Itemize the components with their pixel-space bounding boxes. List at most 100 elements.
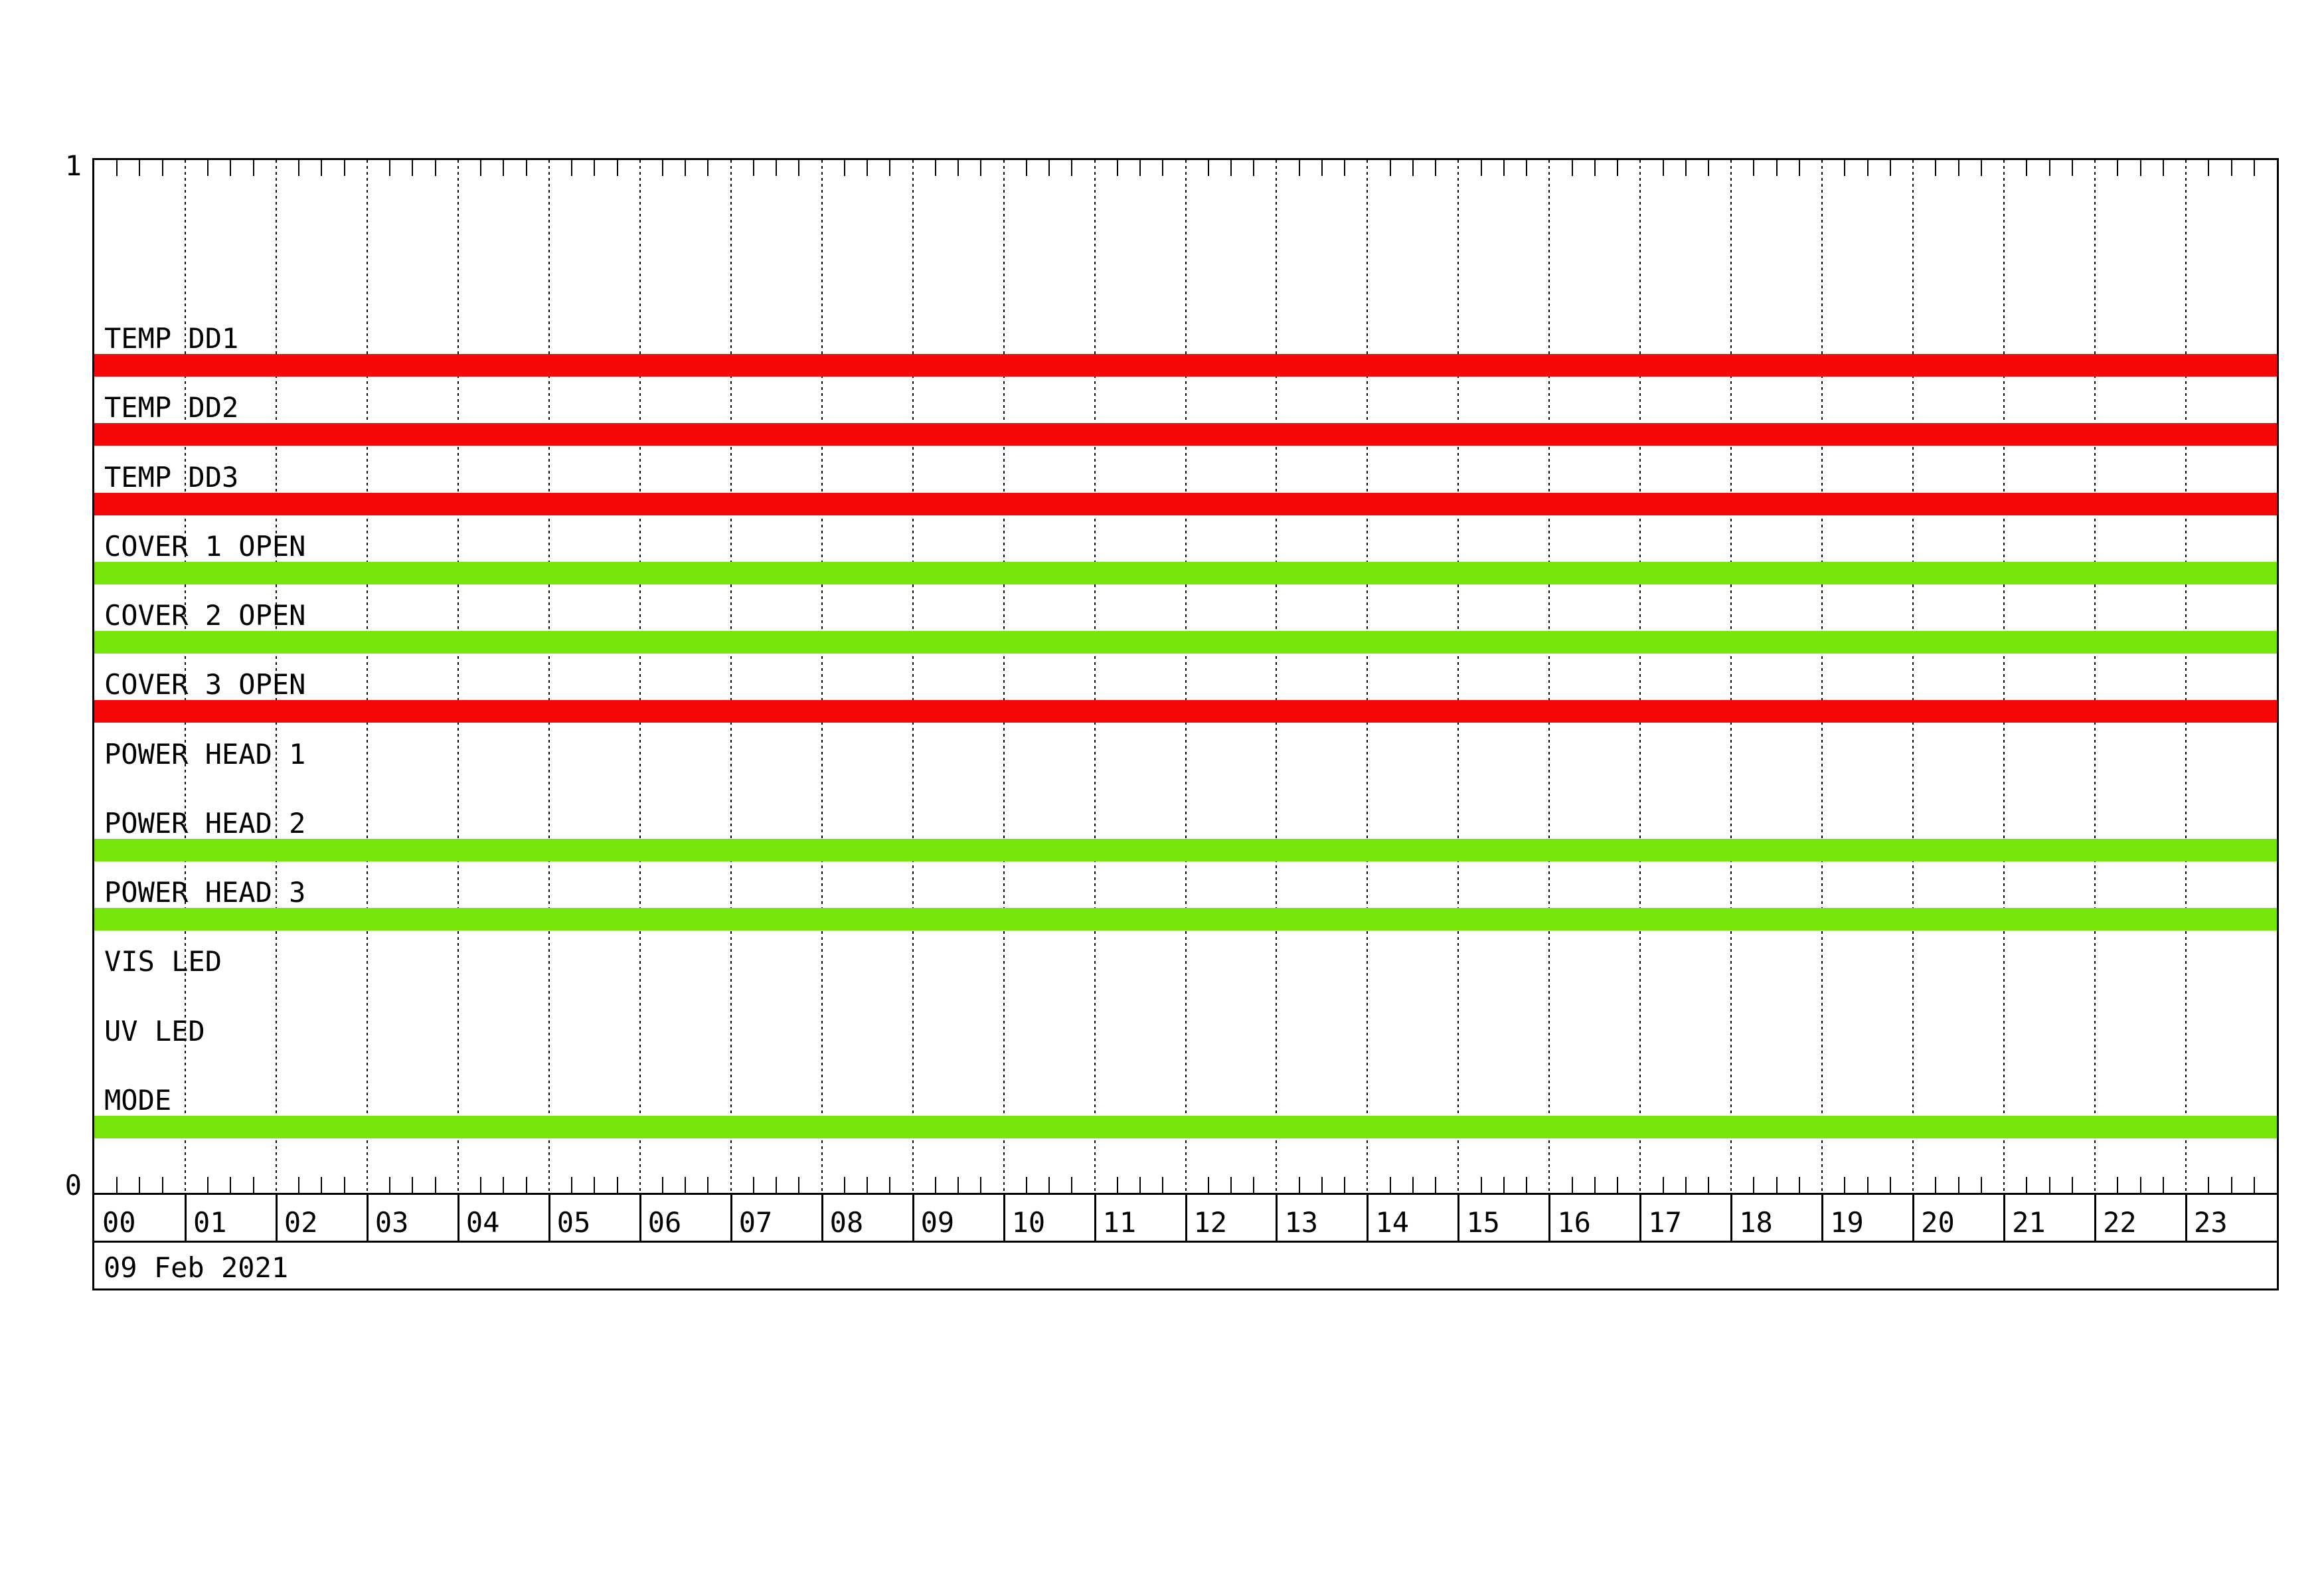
minor-tick-top (1207, 160, 1209, 176)
hour-gridline (1912, 160, 1914, 1193)
minor-tick-top (1776, 160, 1778, 176)
minor-tick-bottom (321, 1177, 323, 1193)
hour-band-separator (275, 1193, 278, 1241)
minor-tick-top (2071, 160, 2073, 176)
minor-tick-top (321, 160, 323, 176)
minor-tick-top (1617, 160, 1619, 176)
minor-tick-bottom (412, 1177, 414, 1193)
minor-tick-bottom (2253, 1177, 2255, 1193)
minor-tick-top (1935, 160, 1937, 176)
hour-band-separator (1367, 1193, 1369, 1241)
hour-gridline (1094, 160, 1096, 1193)
minor-tick-bottom (1253, 1177, 1255, 1193)
minor-tick-bottom (1298, 1177, 1300, 1193)
minor-tick-top (389, 160, 391, 176)
hour-label: 10 (1011, 1206, 1046, 1239)
minor-tick-top (2230, 160, 2232, 176)
date-label: 09 Feb 2021 (104, 1251, 289, 1284)
minor-tick-bottom (934, 1177, 936, 1193)
minor-tick-bottom (1594, 1177, 1596, 1193)
minor-tick-top (161, 160, 163, 176)
hour-label: 20 (1921, 1206, 1955, 1239)
status-bar (94, 1116, 2277, 1138)
minor-tick-top (1139, 160, 1141, 176)
hour-gridline (1821, 160, 1823, 1193)
minor-tick-bottom (2162, 1177, 2164, 1193)
minor-tick-bottom (1435, 1177, 1437, 1193)
minor-tick-bottom (685, 1177, 687, 1193)
minor-tick-bottom (480, 1177, 482, 1193)
minor-tick-bottom (230, 1177, 232, 1193)
minor-tick-top (1025, 160, 1027, 176)
minor-tick-bottom (616, 1177, 618, 1193)
minor-tick-bottom (571, 1177, 573, 1193)
minor-tick-top (1344, 160, 1346, 176)
hour-label: 08 (829, 1206, 864, 1239)
minor-tick-bottom (1980, 1177, 1982, 1193)
hour-gridline (730, 160, 732, 1193)
minor-tick-bottom (298, 1177, 300, 1193)
hour-band-separator (1185, 1193, 1187, 1241)
row-label: COVER 1 OPEN (104, 530, 306, 563)
minor-tick-bottom (503, 1177, 505, 1193)
minor-tick-bottom (434, 1177, 436, 1193)
row-label: TEMP DD1 (104, 322, 239, 355)
minor-tick-top (661, 160, 663, 176)
hour-label: 17 (1648, 1206, 1682, 1239)
hour-gridline (548, 160, 550, 1193)
minor-tick-bottom (1708, 1177, 1709, 1193)
hour-band-separator (912, 1193, 914, 1241)
minor-tick-top (980, 160, 982, 176)
status-bar (94, 908, 2277, 930)
minor-tick-bottom (1503, 1177, 1505, 1193)
minor-tick-bottom (1025, 1177, 1027, 1193)
minor-tick-bottom (889, 1177, 891, 1193)
hour-band-separator (1094, 1193, 1096, 1241)
minor-tick-bottom (1798, 1177, 1800, 1193)
minor-tick-bottom (867, 1177, 869, 1193)
hour-band-separator (1276, 1193, 1278, 1241)
hour-label: 00 (102, 1206, 136, 1239)
minor-tick-top (2162, 160, 2164, 176)
minor-tick-bottom (207, 1177, 209, 1193)
hour-band-separator (1912, 1193, 1915, 1241)
minor-tick-top (1162, 160, 1164, 176)
minor-tick-bottom (116, 1177, 118, 1193)
minor-tick-top (798, 160, 800, 176)
hour-gridline (1548, 160, 1550, 1193)
minor-tick-bottom (2026, 1177, 2028, 1193)
hour-label: 23 (2194, 1206, 2228, 1239)
minor-tick-top (1071, 160, 1073, 176)
minor-tick-top (934, 160, 936, 176)
minor-tick-bottom (2048, 1177, 2050, 1193)
minor-tick-top (1594, 160, 1596, 176)
minor-tick-bottom (1480, 1177, 1482, 1193)
hour-gridline (639, 160, 641, 1193)
minor-tick-bottom (2139, 1177, 2141, 1193)
minor-tick-bottom (1139, 1177, 1141, 1193)
minor-tick-top (1048, 160, 1050, 176)
minor-tick-top (252, 160, 254, 176)
minor-tick-top (2026, 160, 2028, 176)
minor-tick-top (1253, 160, 1255, 176)
minor-tick-top (139, 160, 141, 176)
minor-tick-top (230, 160, 232, 176)
plot-frame (92, 158, 2279, 1290)
row-label: MODE (104, 1084, 172, 1116)
minor-tick-top (1389, 160, 1391, 176)
hour-label: 01 (193, 1206, 227, 1239)
minor-tick-bottom (1935, 1177, 1937, 1193)
minor-tick-top (207, 160, 209, 176)
minor-tick-top (434, 160, 436, 176)
minor-tick-bottom (1230, 1177, 1232, 1193)
hour-band-separator (1003, 1193, 1005, 1241)
minor-tick-bottom (661, 1177, 663, 1193)
minor-tick-top (1412, 160, 1414, 176)
row-label: POWER HEAD 2 (104, 807, 306, 840)
minor-tick-bottom (1571, 1177, 1573, 1193)
minor-tick-top (1867, 160, 1868, 176)
minor-tick-bottom (389, 1177, 391, 1193)
minor-tick-top (1571, 160, 1573, 176)
minor-tick-top (957, 160, 959, 176)
minor-tick-top (1480, 160, 1482, 176)
